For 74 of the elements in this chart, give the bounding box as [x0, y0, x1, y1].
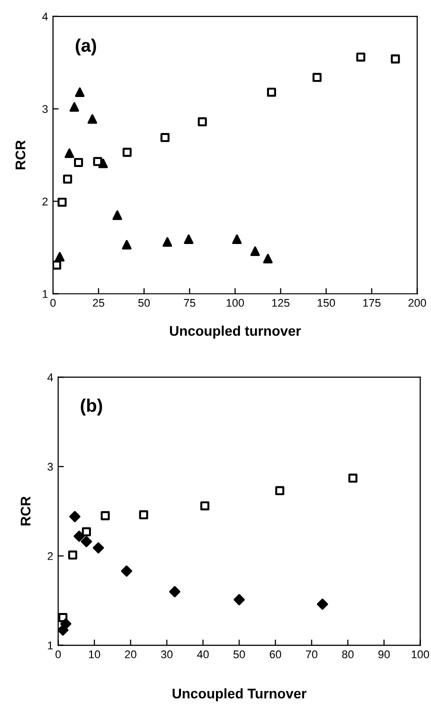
point — [139, 510, 148, 520]
x-tick-label: 50 — [138, 298, 150, 307]
y-tick-label: 4 — [47, 374, 53, 382]
point — [92, 542, 104, 554]
point — [112, 210, 122, 220]
point — [267, 88, 276, 97]
x-tick-label: 75 — [184, 299, 196, 307]
x-tick-label: 150 — [318, 298, 335, 307]
point — [70, 102, 80, 112]
x-tick-label: 25 — [92, 298, 104, 307]
y-tick-label: 2 — [42, 198, 48, 206]
y-tick-label: 3 — [42, 105, 48, 113]
point — [100, 511, 110, 520]
x-tick-label: 20 — [124, 650, 136, 658]
point — [263, 254, 273, 264]
x-tick-label: 60 — [270, 650, 282, 658]
point — [88, 114, 98, 124]
x-tick-label: 40 — [197, 650, 209, 658]
x-tick-label: 30 — [161, 650, 173, 658]
point — [80, 536, 92, 548]
y-tick-label: 4 — [42, 12, 48, 20]
point — [75, 87, 85, 97]
x-tick-label: 0 — [50, 298, 56, 307]
point — [184, 234, 194, 244]
point — [74, 158, 84, 167]
y-tick-label: 3 — [48, 462, 53, 471]
point — [58, 198, 67, 207]
point — [122, 148, 132, 157]
y-axis-title: RCR — [20, 496, 31, 526]
x-tick-label: 100 — [412, 650, 430, 658]
point — [60, 618, 72, 630]
y-tick-label: 2 — [48, 552, 53, 560]
x-tick-label: 90 — [378, 650, 390, 658]
point — [234, 594, 245, 606]
annotation: (a) — [76, 38, 96, 56]
x-axis-title: Uncoupled Turnover — [172, 688, 306, 702]
point — [93, 157, 102, 166]
point — [162, 237, 172, 247]
point — [74, 530, 85, 542]
y-tick-label: 1 — [42, 290, 48, 298]
point — [316, 598, 328, 610]
point — [356, 52, 366, 62]
point — [348, 474, 358, 483]
point — [275, 486, 284, 496]
point — [121, 566, 132, 577]
point — [200, 501, 210, 510]
x-tick-label: 70 — [306, 650, 318, 658]
point — [232, 234, 242, 244]
x-tick-label: 125 — [272, 298, 290, 307]
x-tick-label: 0 — [56, 650, 61, 658]
x-tick-label: 10 — [89, 650, 100, 658]
annotation: (b) — [80, 398, 102, 416]
point — [160, 132, 170, 142]
x-axis-title: Uncoupled turnover — [170, 326, 301, 339]
point — [390, 54, 400, 64]
x-tick-label: 80 — [342, 650, 354, 658]
point — [69, 511, 80, 522]
point — [64, 148, 74, 158]
point — [250, 246, 260, 256]
point — [169, 586, 180, 598]
point — [82, 527, 91, 536]
x-tick-label: 100 — [226, 298, 244, 307]
x-tick-label: 50 — [233, 650, 245, 658]
x-tick-label: 175 — [363, 299, 380, 307]
x-tick-label: 200 — [408, 298, 426, 307]
point — [312, 72, 322, 82]
point — [63, 174, 72, 184]
point — [98, 158, 108, 168]
point — [54, 252, 65, 262]
y-tick-label: 1 — [48, 642, 53, 650]
y-axis-title: RCR — [16, 140, 26, 170]
point — [122, 240, 132, 250]
point — [68, 550, 78, 560]
point — [198, 117, 207, 126]
